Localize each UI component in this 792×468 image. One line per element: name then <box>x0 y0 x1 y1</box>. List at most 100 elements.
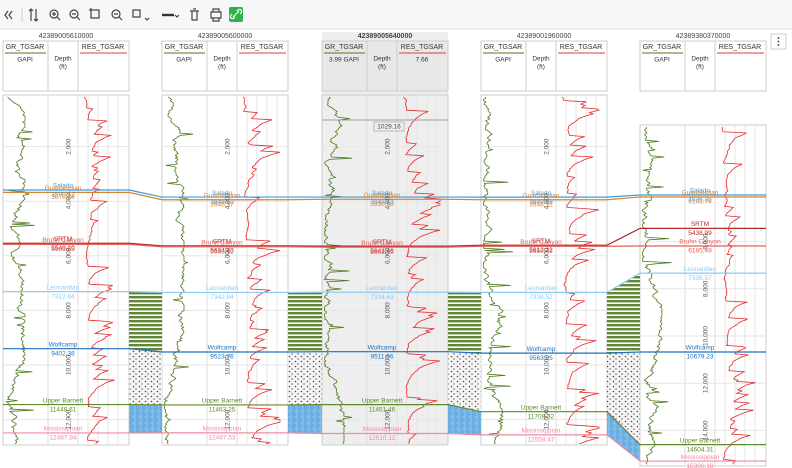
top-name: Salado <box>531 190 552 197</box>
top-depth: 5581.65 <box>51 246 75 253</box>
top-name: Upper Barnett <box>521 404 562 411</box>
correlation-line <box>128 242 163 247</box>
gr-unit: GAPI <box>654 57 670 64</box>
correlation-line <box>447 245 482 248</box>
top-depth: 7336.57 <box>688 275 712 282</box>
top-depth: 9511.96 <box>370 353 393 360</box>
top-depth: 5650.71 <box>529 248 553 255</box>
correlation-line <box>606 196 641 201</box>
cursor-depth: 1029.16 <box>377 124 401 131</box>
depth-tick-label: 6,000 <box>385 247 392 264</box>
collapse-button[interactable] <box>4 10 13 20</box>
lithology-fill <box>288 351 322 405</box>
zoom-in-button[interactable] <box>49 9 61 21</box>
top-name: Salado <box>212 190 233 197</box>
depth-tick-label: 8,000 <box>66 302 73 319</box>
depth-tick-label: 4,000 <box>225 193 232 210</box>
top-name: Upper Barnett <box>202 398 243 405</box>
correlation-line <box>606 411 641 446</box>
top-name: Leonardian <box>525 285 558 292</box>
well-id: 42389005600000 <box>198 33 253 40</box>
correlation-line <box>606 194 641 198</box>
top-name: SRTM <box>213 239 231 246</box>
top-name: SRTM <box>532 238 550 245</box>
well-id: 42389001960000 <box>517 33 572 40</box>
top-name: Mississippian <box>363 426 402 433</box>
well-id: 42389380370000 <box>676 33 731 40</box>
top-name: Wolfcamp <box>208 345 237 352</box>
top-depth: 3590.12 <box>51 192 75 199</box>
correlation-line <box>606 272 641 293</box>
top-depth: 9402.38 <box>51 350 75 357</box>
depth-label: Depth <box>213 56 231 63</box>
res-curve-name: RES_TGSAR <box>560 44 602 51</box>
gr-curve <box>323 96 353 445</box>
top-depth: 3849.88 <box>529 199 553 206</box>
gr-curve-name: GR_TGSAR <box>6 44 45 51</box>
depth-tick-label: 6,000 <box>225 247 232 264</box>
res-curve-name: RES_TGSAR <box>241 44 283 51</box>
top-name: Guadalupian <box>682 190 719 197</box>
depth-tick-label: 2,000 <box>66 138 73 155</box>
flip-button[interactable] <box>28 8 39 22</box>
log-track <box>161 94 289 446</box>
top-name: Bruhn Canyon <box>361 240 403 247</box>
print-button[interactable] <box>210 8 222 22</box>
depth-tick-label: 4,000 <box>544 193 551 210</box>
top-depth: 7312.84 <box>51 293 75 300</box>
lithology-fill <box>448 404 481 435</box>
top-name: Salado <box>690 188 711 195</box>
correlation-line <box>128 291 163 294</box>
depth-tick-label: 2,000 <box>225 138 232 155</box>
zoom-reset-button[interactable] <box>111 9 123 21</box>
well-header <box>480 40 608 92</box>
top-depth: 14604.31 <box>686 446 713 453</box>
gr-curve <box>4 96 35 445</box>
top-name: Bruhn Canyon <box>679 239 721 246</box>
depth-tick-label: 12,000 <box>544 409 551 429</box>
well-header <box>321 40 449 92</box>
top-depth: 3848.60 <box>210 199 234 206</box>
res-readout: 7.66 <box>416 57 429 64</box>
top-name: Guadalupian <box>523 192 560 199</box>
top-name: Leonardian <box>206 285 239 292</box>
gr-curve-name: GR_TGSAR <box>165 44 204 51</box>
top-depth: 12487.53 <box>208 435 235 442</box>
gr-curve-name: GR_TGSAR <box>643 44 682 51</box>
correlation-line <box>447 244 482 247</box>
line-style-button[interactable] <box>162 13 180 18</box>
zoom-fit-button[interactable] <box>89 8 100 19</box>
depth-tick-label: 10,000 <box>66 355 73 375</box>
lithology-fill <box>129 348 162 405</box>
lithology-fill <box>607 352 640 445</box>
top-name: Mississippian <box>681 454 720 461</box>
top-depth: 12510.12 <box>368 435 395 442</box>
gr-curve <box>641 126 672 465</box>
top-depth: 5681.20 <box>370 249 394 256</box>
top-name: Bruhn Canyon <box>201 239 243 246</box>
more-menu-button[interactable] <box>770 33 787 50</box>
zoom-menu-button[interactable] <box>132 9 150 21</box>
well-id: 42389005610000 <box>39 33 94 40</box>
top-name: Bruhn Canyon <box>42 237 84 244</box>
top-name: Wolfcamp <box>527 346 556 353</box>
depth-label: Depth <box>373 56 391 63</box>
gr-curve-name: GR_TGSAR <box>484 44 523 51</box>
correlation-line <box>606 351 641 354</box>
gr-curve <box>482 96 513 445</box>
lithology-fill <box>288 404 322 434</box>
lithology-fill <box>607 411 640 462</box>
lithology-fill <box>129 404 162 433</box>
res-curve-name: RES_TGSAR <box>719 44 761 51</box>
top-depth: 10679.23 <box>686 354 713 361</box>
link-button[interactable] <box>229 7 243 22</box>
correlation-line <box>128 243 163 248</box>
res-curve <box>83 96 115 445</box>
log-track <box>2 94 130 446</box>
toolbar <box>0 0 792 29</box>
zoom-out-button[interactable] <box>69 9 81 21</box>
delete-button[interactable] <box>190 8 199 21</box>
depth-tick-label: 10,000 <box>385 355 392 375</box>
gr-curve-name: GR_TGSAR <box>325 44 364 51</box>
